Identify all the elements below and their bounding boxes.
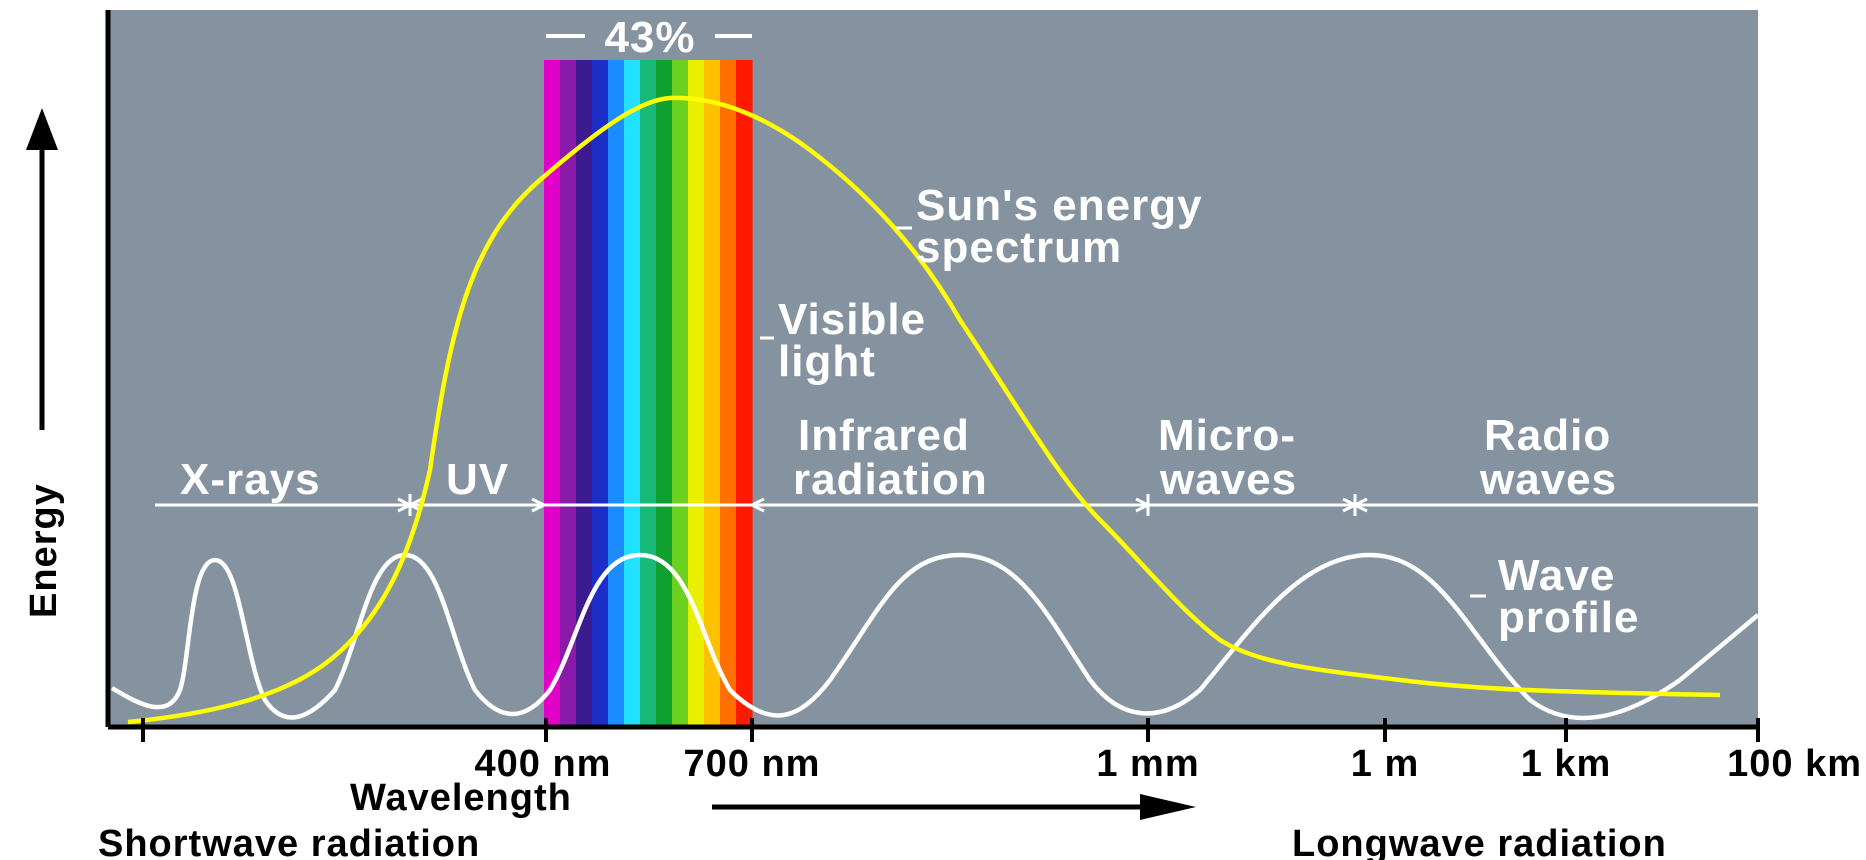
spectrum-stripe	[640, 60, 657, 726]
spectrum-stripe	[624, 60, 641, 726]
spectrum-stripe	[720, 60, 737, 726]
spectrum-stripe	[688, 60, 705, 726]
x-tick-label: 700 nm	[684, 743, 821, 785]
x-axis-label: Wavelength	[350, 777, 572, 819]
x-axis-ticks	[141, 718, 1760, 742]
wave-annotation-line1: Wave	[1498, 551, 1615, 600]
spectrum-stripe	[656, 60, 673, 726]
spectrum-stripe	[736, 60, 753, 726]
spectrum-stripe	[672, 60, 689, 726]
x-tick-label: 400 nm	[475, 743, 612, 785]
wave-profile-curve	[110, 552, 1760, 721]
x-tick-label: 100 km	[1727, 743, 1862, 785]
wave-annotation-line2: profile	[1498, 593, 1639, 642]
shortwave-label: Shortwave radiation	[98, 823, 480, 860]
x-tick-label: 1 km	[1521, 743, 1612, 785]
wavelength-arrow-icon	[712, 794, 1196, 820]
uv-label: UV	[446, 455, 509, 504]
infrared-label-line1: Infrared	[798, 411, 970, 460]
visible-percent-bracket: 43%	[546, 13, 752, 62]
x-axis-tick-labels: 400 nm 700 nm 1 mm 1 m 1 km 100 km	[475, 743, 1862, 785]
spectrum-stripe	[592, 60, 609, 726]
sun-energy-curve	[127, 95, 1721, 725]
longwave-label: Longwave radiation	[1292, 823, 1667, 860]
infrared-label-line2: radiation	[793, 455, 988, 504]
spectrum-stripe	[704, 60, 721, 726]
visible-annotation-line2: light	[778, 337, 876, 386]
xrays-label: X-rays	[180, 455, 321, 504]
visible-spectrum-band	[544, 60, 753, 726]
sun-annotation-line1: Sun's energy	[916, 181, 1203, 230]
visible-percent-label: 43%	[604, 13, 695, 62]
energy-arrow-icon	[26, 108, 58, 430]
visible-annotation-line1: Visible	[778, 295, 926, 344]
plot-area	[108, 10, 1758, 726]
spectrum-stripe	[560, 60, 577, 726]
microwaves-label-line2: waves	[1159, 455, 1297, 504]
radiowaves-label-line1: Radio	[1484, 411, 1611, 460]
spectrum-stripe	[576, 60, 593, 726]
y-axis-label: Energy	[23, 483, 65, 618]
sun-annotation-line2: spectrum	[916, 223, 1122, 272]
spectrum-stripe	[608, 60, 625, 726]
radiowaves-label-line2: waves	[1479, 455, 1617, 504]
x-tick-label: 1 mm	[1096, 743, 1199, 785]
x-tick-label: 1 m	[1351, 743, 1419, 785]
microwaves-label-line1: Micro-	[1158, 411, 1296, 460]
spectrum-stripe	[544, 60, 561, 726]
